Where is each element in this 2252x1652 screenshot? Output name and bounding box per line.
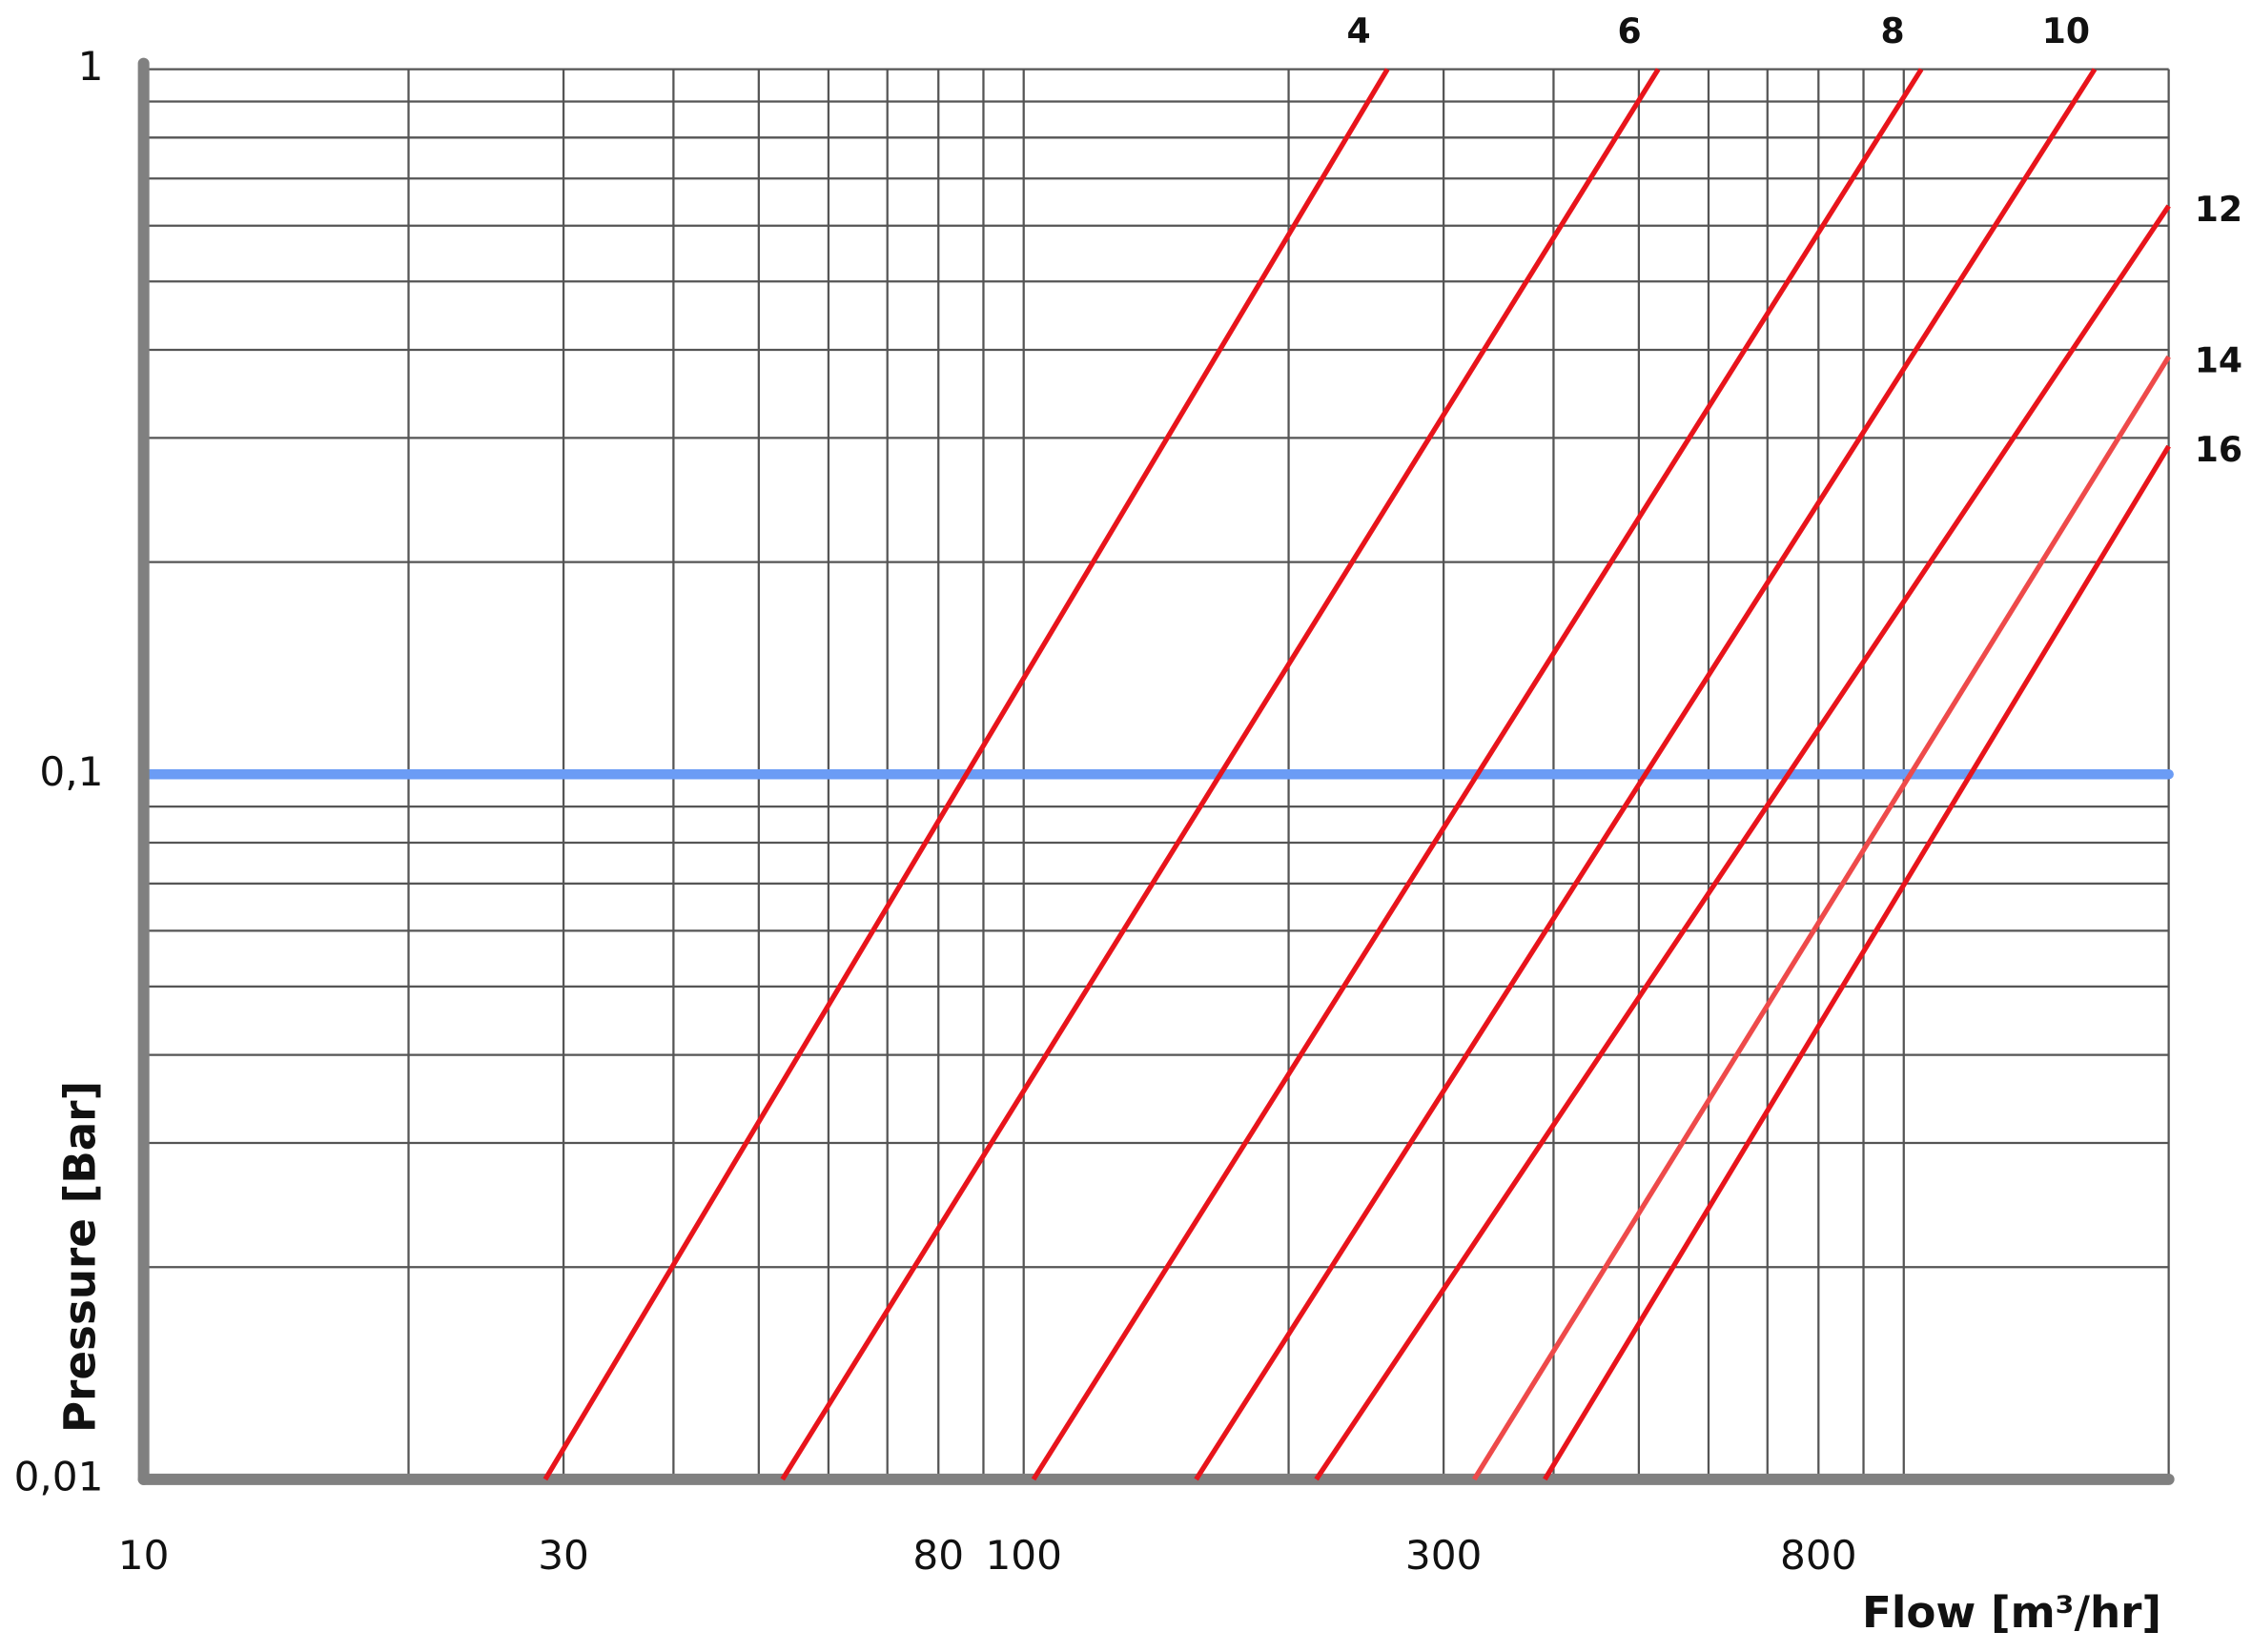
series-label: 16	[2195, 429, 2242, 470]
x-tick-label: 10	[118, 1532, 170, 1579]
x-tick-label: 800	[1780, 1532, 1856, 1579]
series-line	[1543, 444, 2171, 1481]
series-line	[1471, 355, 2171, 1481]
series-label: 6	[1618, 10, 1642, 51]
series-line	[780, 68, 1661, 1481]
y-tick-label: 0,01	[14, 1453, 104, 1499]
y-tick-label: 0,1	[39, 748, 103, 795]
y-tick-label: 1	[78, 43, 104, 90]
series-label: 12	[2195, 189, 2242, 230]
x-tick-label: 80	[912, 1532, 964, 1579]
series-label: 4	[1346, 10, 1370, 51]
series-line	[1194, 68, 2098, 1481]
x-tick-label: 30	[538, 1532, 589, 1579]
y-axis-label: Pressure [Bar]	[54, 1081, 105, 1433]
series-label: 10	[2042, 10, 2090, 51]
series-label: 8	[1880, 10, 1904, 51]
x-axis-label: Flow [m³/hr]	[1862, 1587, 2161, 1638]
x-tick-label: 300	[1405, 1532, 1482, 1579]
series-label: 14	[2195, 339, 2242, 380]
series-line	[543, 68, 1390, 1481]
x-tick-label: 100	[985, 1532, 1061, 1579]
series-line	[1314, 204, 2171, 1481]
series-line	[1031, 68, 1924, 1481]
